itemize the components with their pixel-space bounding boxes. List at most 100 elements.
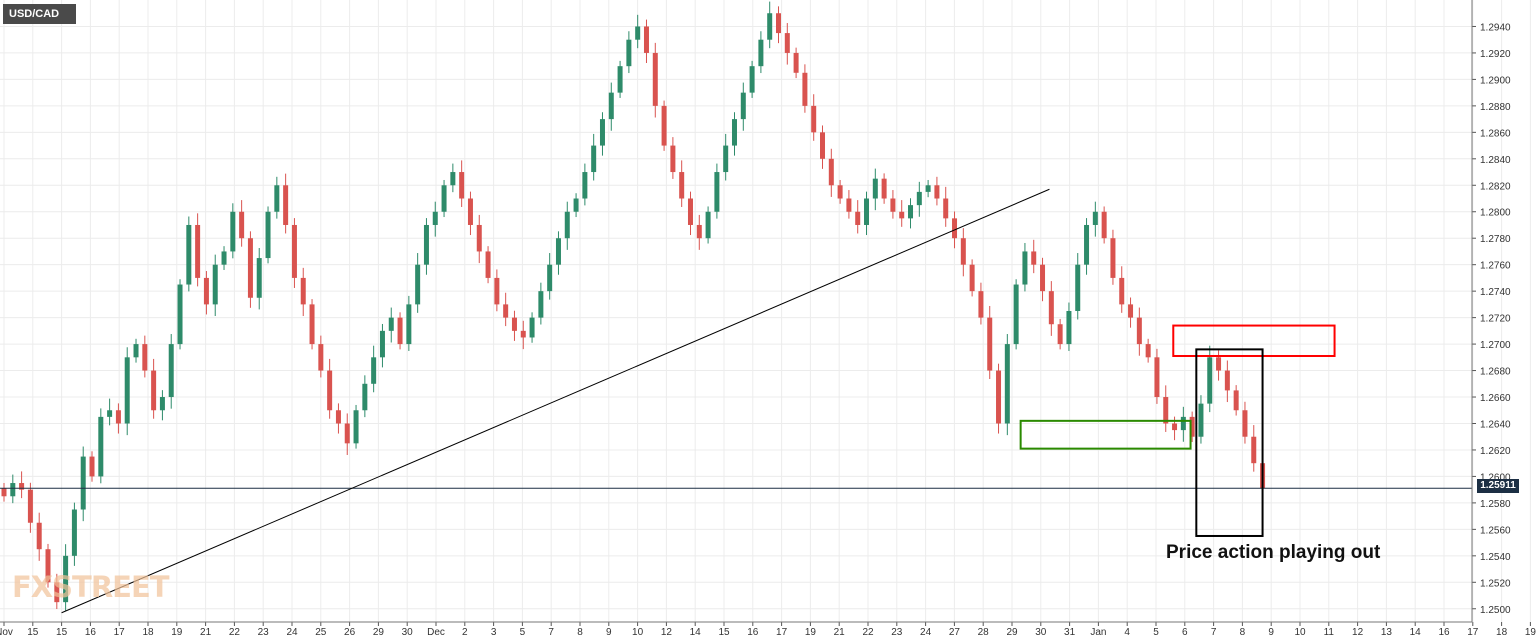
candle-body (820, 132, 826, 159)
candle-body (661, 105, 667, 146)
candle-body (1242, 410, 1248, 437)
candle-body (432, 211, 438, 225)
candle-body (335, 410, 341, 424)
x-tick-label: 24 (920, 627, 932, 638)
candle-body (564, 211, 570, 239)
candle-body (327, 370, 333, 411)
candle-body (908, 205, 914, 219)
x-tick-label: 31 (1064, 627, 1076, 638)
x-tick-label: 19 (1525, 627, 1536, 638)
candle-body (291, 224, 297, 278)
candle-body (379, 330, 385, 358)
candle-body (159, 397, 165, 411)
candle-body (1031, 251, 1037, 265)
candle-body (573, 198, 579, 212)
y-tick-label: 1.2800 (1480, 208, 1511, 219)
candle-body (555, 238, 561, 265)
candlestick-series (1, 1, 1266, 611)
fxstreet-logo: FXSTREET (12, 570, 170, 604)
x-tick-label: 8 (577, 627, 583, 638)
candle-body (1145, 344, 1151, 358)
x-tick-label: 17 (1467, 627, 1479, 638)
candle-body (283, 185, 289, 225)
x-tick-label: 25 (315, 627, 327, 638)
x-tick-label: 16 (85, 627, 97, 638)
candle-body (467, 198, 473, 225)
candle-body (423, 224, 429, 265)
candle-body (177, 284, 183, 345)
candle-body (485, 251, 491, 278)
x-tick-label: 10 (1294, 627, 1306, 638)
focus-box-zone (1195, 348, 1264, 537)
support-zone (1019, 419, 1192, 450)
x-tick-label: 29 (1006, 627, 1018, 638)
candle-body (362, 383, 368, 411)
x-tick-label: 6 (1182, 627, 1188, 638)
candle-body (775, 13, 781, 34)
candle-body (124, 357, 130, 424)
candle-body (626, 39, 632, 67)
trendline (61, 188, 1050, 614)
x-tick-label: 24 (286, 627, 298, 638)
candle-body (107, 410, 113, 417)
candle-body (864, 198, 870, 225)
candle-body (36, 522, 42, 550)
x-tick-label: 27 (949, 627, 961, 638)
candle-body (1, 488, 7, 497)
candle-body (1040, 264, 1046, 292)
candle-body (1084, 224, 1090, 265)
candle-body (1154, 357, 1160, 398)
y-tick-label: 1.2880 (1480, 102, 1511, 113)
candle-body (784, 33, 790, 53)
candle-body (599, 119, 605, 146)
candle-body (186, 224, 192, 285)
candle-body (459, 172, 465, 199)
x-tick-label: 7 (548, 627, 554, 638)
candle-body (1092, 211, 1098, 225)
candle-body (881, 178, 887, 199)
x-tick-label: 5 (520, 627, 526, 638)
candle-body (996, 370, 1002, 424)
candle-body (635, 26, 641, 40)
candle-body (846, 198, 852, 212)
candle-body (98, 416, 104, 477)
candle-body (714, 172, 720, 212)
candle-body (1013, 284, 1019, 345)
y-tick-label: 1.2560 (1480, 525, 1511, 536)
candle-body (758, 39, 764, 67)
candle-body (63, 555, 69, 603)
candle-body (1101, 211, 1107, 239)
symbol-label: USD/CAD (3, 4, 76, 24)
y-tick-label: 1.2740 (1480, 287, 1511, 298)
y-tick-label: 1.2780 (1480, 234, 1511, 245)
candle-body (247, 238, 253, 298)
candle-body (608, 92, 614, 120)
y-tick-label: 1.2680 (1480, 367, 1511, 378)
candle-body (1251, 436, 1257, 464)
x-tick-label: Nov (0, 627, 13, 638)
candle-body (723, 145, 729, 173)
candle-body (239, 211, 245, 239)
candle-body (969, 264, 975, 292)
candle-body (450, 172, 456, 186)
x-tick-label: 30 (1035, 627, 1047, 638)
candle-body (388, 317, 394, 331)
candle-body (353, 410, 359, 444)
candle-body (45, 549, 51, 583)
candle-body (1216, 357, 1222, 371)
candle-body (802, 72, 808, 106)
candle-body (1180, 416, 1186, 431)
y-tick-label: 1.2580 (1480, 499, 1511, 510)
x-tick-label: 22 (862, 627, 874, 638)
candle-body (731, 119, 737, 146)
candle-body (1004, 344, 1010, 424)
candle-body (1119, 277, 1125, 305)
candle-body (1172, 423, 1178, 431)
candle-body (1048, 291, 1054, 325)
candle-body (1075, 264, 1081, 311)
x-tick-label: 26 (344, 627, 356, 638)
candle-body (740, 92, 746, 120)
candle-body (916, 191, 922, 206)
candle-body (890, 198, 896, 212)
